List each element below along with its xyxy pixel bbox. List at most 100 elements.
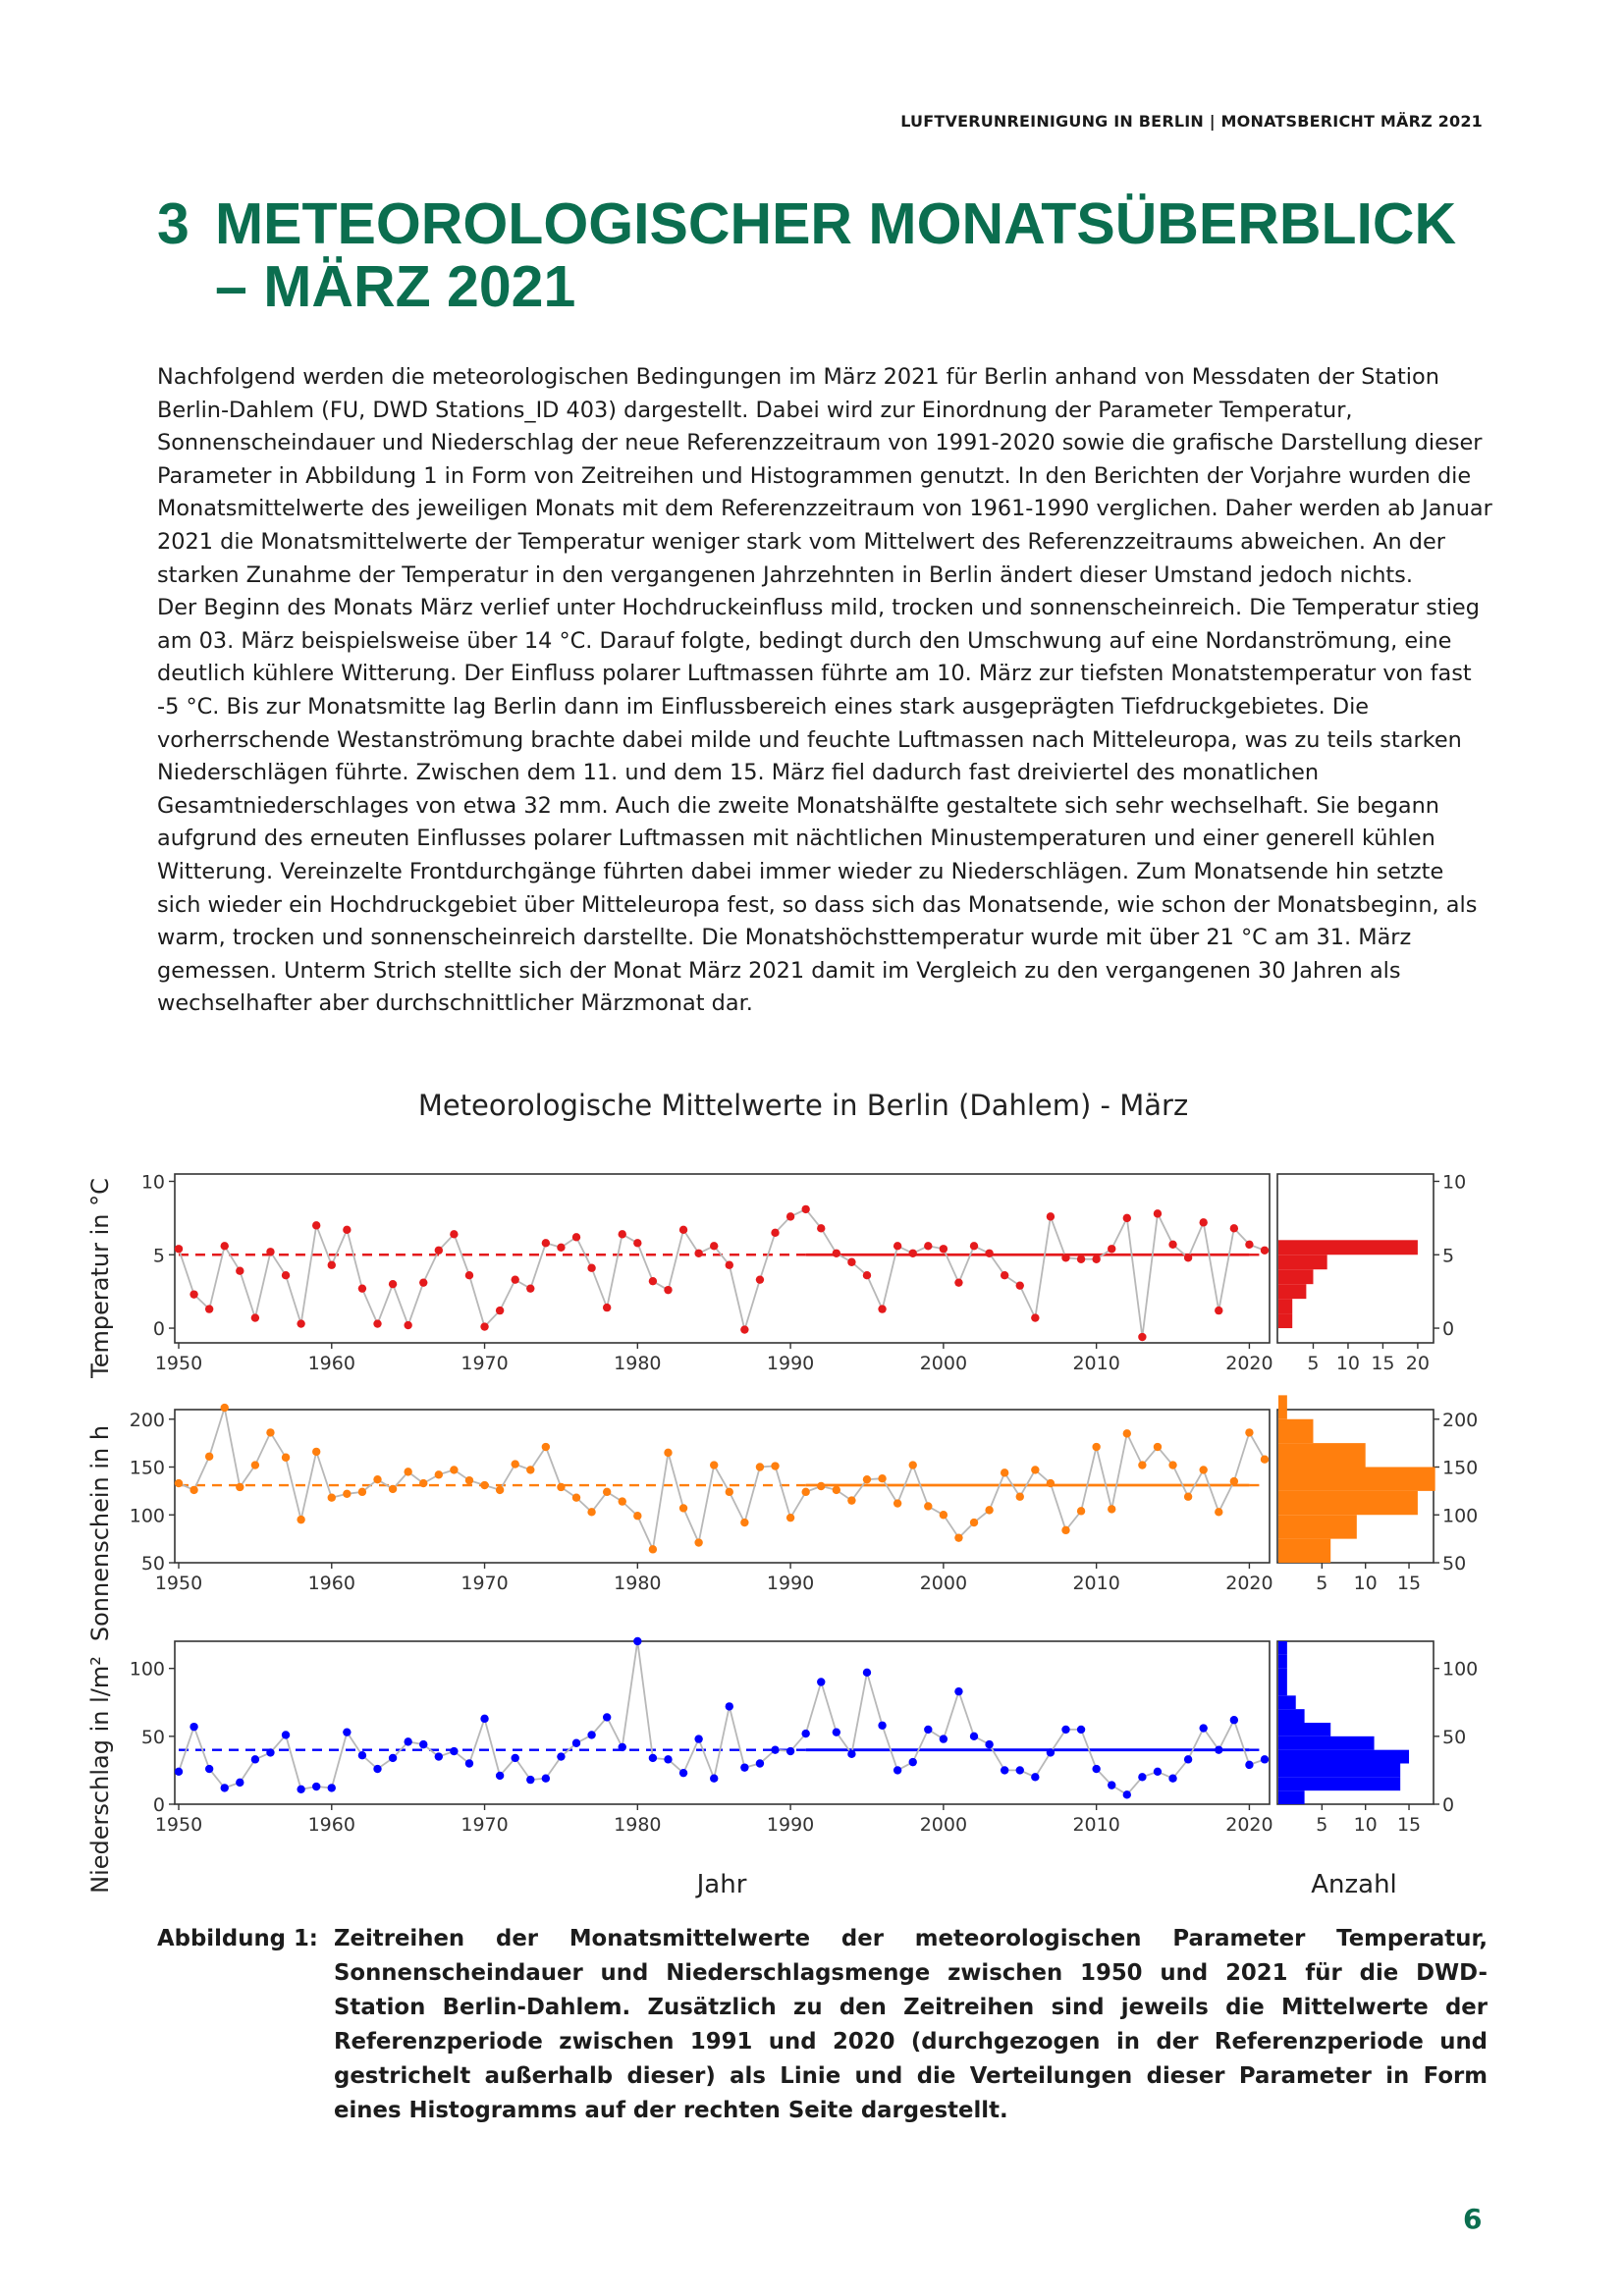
precip-xtick-label: 2020 (1225, 1814, 1272, 1836)
precip-point (373, 1764, 382, 1774)
temperature-point (771, 1228, 780, 1238)
sunshine-hist-bar (1278, 1443, 1366, 1468)
paragraph-intro: Nachfolgend werden die meteorologischen … (157, 364, 1492, 588)
sunshine-ytick-right-label: 100 (1442, 1505, 1478, 1526)
temperature-point (1061, 1254, 1070, 1262)
caption-label: Abbildung 1: (157, 1926, 318, 1951)
temperature-point (204, 1305, 214, 1313)
sunshine-point (511, 1460, 519, 1468)
sunshine-point (373, 1474, 382, 1484)
temperature-point (434, 1246, 444, 1255)
sunshine-point (633, 1512, 642, 1521)
temperature-point (1122, 1213, 1132, 1223)
precip-point (480, 1714, 489, 1724)
sunshine-point (250, 1461, 260, 1469)
precip-point (1260, 1755, 1270, 1764)
precip-point (388, 1753, 398, 1763)
precip-point (1092, 1764, 1101, 1774)
temperature-hist-xtick-label: 10 (1336, 1353, 1360, 1374)
temperature-point (357, 1284, 367, 1293)
temperature-point (404, 1320, 412, 1330)
temperature-point (832, 1249, 841, 1257)
body-text: Nachfolgend werden die meteorologischen … (157, 361, 1492, 1021)
precip-point (1046, 1748, 1056, 1757)
precip-point (1076, 1725, 1086, 1735)
temperature-point (648, 1276, 658, 1286)
sunshine-ytick-label: 50 (141, 1553, 165, 1575)
sunshine-point (297, 1515, 305, 1524)
sunshine-point (557, 1482, 566, 1492)
temperature-point (1000, 1271, 1009, 1280)
precip-point (954, 1686, 963, 1696)
precip-point (343, 1728, 352, 1736)
sunshine-xtick-label: 2000 (920, 1573, 967, 1594)
temperature-point (373, 1319, 382, 1328)
sunshine-point (755, 1463, 765, 1471)
precip-hist-bar (1278, 1654, 1287, 1669)
precip-ytick-label: 0 (153, 1794, 165, 1816)
sunshine-ytick-label: 200 (130, 1410, 165, 1431)
sunshine-point (357, 1487, 367, 1497)
temperature-point (602, 1303, 612, 1312)
precip-point (266, 1748, 275, 1757)
sunshine-point (1138, 1461, 1147, 1469)
temperature-point (266, 1248, 275, 1256)
precip-point (1215, 1745, 1223, 1754)
xlabel-anzahl: Anzahl (1311, 1870, 1397, 1899)
temperature-hist-bar (1278, 1269, 1314, 1285)
running-header: LUFTVERUNREINIGUNG IN BERLIN | MONATSBER… (900, 112, 1483, 131)
temperature-point (969, 1242, 979, 1251)
sunshine-point (924, 1502, 933, 1511)
temperature-point (388, 1279, 398, 1289)
sunshine-xtick-label: 2010 (1072, 1573, 1119, 1594)
precip-series-line (178, 1640, 1266, 1796)
temperature-point (664, 1285, 673, 1295)
temperature-hist-bar (1278, 1255, 1327, 1270)
temperature-point (710, 1242, 719, 1251)
sunshine-point (771, 1462, 780, 1470)
temperature-point (1153, 1209, 1163, 1218)
temperature-point (1031, 1313, 1040, 1322)
precip-hist-bar (1278, 1735, 1375, 1750)
sunshine-point (954, 1533, 963, 1542)
precip-point (694, 1735, 703, 1743)
sunshine-point (571, 1493, 581, 1502)
temperature-point (1076, 1255, 1086, 1263)
temperature-xtick-label: 2010 (1072, 1353, 1119, 1374)
sunshine-point (1229, 1476, 1239, 1486)
precip-point (1245, 1760, 1254, 1770)
precip-point (297, 1785, 305, 1793)
sunshine-point (908, 1461, 917, 1469)
sunshine-xtick-label: 1960 (308, 1573, 355, 1594)
temperature-ytick-label: 0 (153, 1318, 165, 1340)
temperature-point (571, 1233, 581, 1242)
temperature-point (785, 1212, 795, 1221)
precip-point (939, 1735, 948, 1743)
precip-point (908, 1757, 917, 1767)
precip-point (1108, 1781, 1116, 1789)
sunshine-point (785, 1513, 795, 1522)
temperature-point (419, 1278, 428, 1287)
precip-point (817, 1678, 826, 1686)
temperature-point (954, 1278, 963, 1287)
temperature-ytick-label: 10 (141, 1171, 165, 1193)
page-number: 6 (1463, 2203, 1483, 2235)
precip-ytick-label: 50 (141, 1727, 165, 1748)
ylabel-sunshine: Sonnenschein in h (86, 1425, 114, 1641)
sunshine-hist-xtick-label: 15 (1397, 1573, 1421, 1594)
precip-point (878, 1721, 887, 1730)
temperature-point (281, 1271, 291, 1280)
precip-point (740, 1763, 749, 1772)
precip-point (832, 1728, 841, 1736)
temperature-ytick-right-label: 10 (1442, 1171, 1466, 1193)
precip-hist-xtick-label: 5 (1316, 1814, 1327, 1836)
precip-hist-bar (1278, 1641, 1287, 1655)
precip-point (450, 1746, 459, 1756)
sunshine-point (801, 1487, 810, 1497)
temperature-point (541, 1239, 551, 1248)
precip-point (1153, 1767, 1163, 1776)
precip-point (1061, 1725, 1070, 1735)
temperature-xtick-label: 1960 (308, 1353, 355, 1374)
sunshine-point (969, 1518, 979, 1527)
